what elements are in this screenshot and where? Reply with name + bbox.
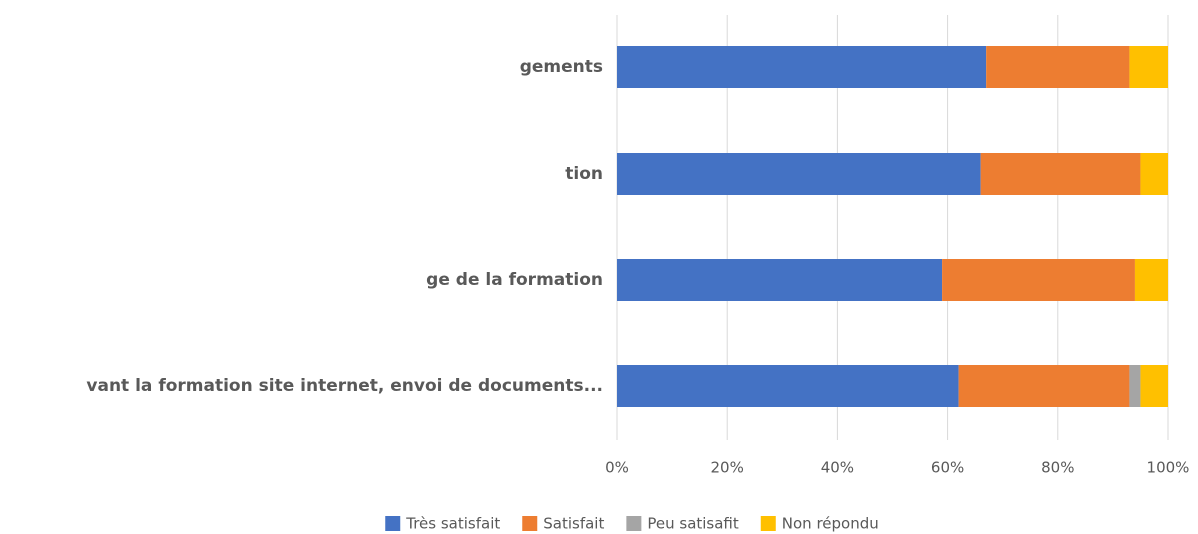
bar-segment xyxy=(986,46,1130,88)
bar-segment xyxy=(617,153,981,195)
x-tick-label: 60% xyxy=(931,459,964,477)
legend-swatch xyxy=(522,516,538,531)
category-label: tion xyxy=(565,164,603,184)
bar-segment xyxy=(1129,46,1168,88)
bar-segment xyxy=(1140,365,1168,407)
bar-segment xyxy=(1129,365,1141,407)
legend-swatch xyxy=(760,516,776,531)
x-tick-label: 0% xyxy=(605,459,629,477)
category-label: vant la formation site internet, envoi d… xyxy=(86,376,603,396)
x-tick-label: 80% xyxy=(1041,459,1074,477)
legend-label: Non répondu xyxy=(782,515,879,533)
bar-segment xyxy=(1140,153,1168,195)
bar-segment xyxy=(942,259,1135,301)
category-label: ge de la formation xyxy=(426,270,603,290)
bar-segment xyxy=(617,46,987,88)
bar-segment xyxy=(617,365,959,407)
x-tick-label: 20% xyxy=(711,459,744,477)
legend-label: Peu satisafit xyxy=(647,515,739,533)
category-label: gements xyxy=(520,57,603,77)
legend-swatch xyxy=(626,516,642,531)
x-tick-label: 40% xyxy=(821,459,854,477)
x-tick-label: 100% xyxy=(1147,459,1190,477)
bar-segment xyxy=(958,365,1130,407)
legend-label: Satisfait xyxy=(543,515,604,533)
bar-segment xyxy=(980,153,1141,195)
legend-label: Très satisfait xyxy=(405,515,500,533)
legend-swatch xyxy=(385,516,401,531)
bar-segment xyxy=(1134,259,1168,301)
bar-segment xyxy=(617,259,943,301)
